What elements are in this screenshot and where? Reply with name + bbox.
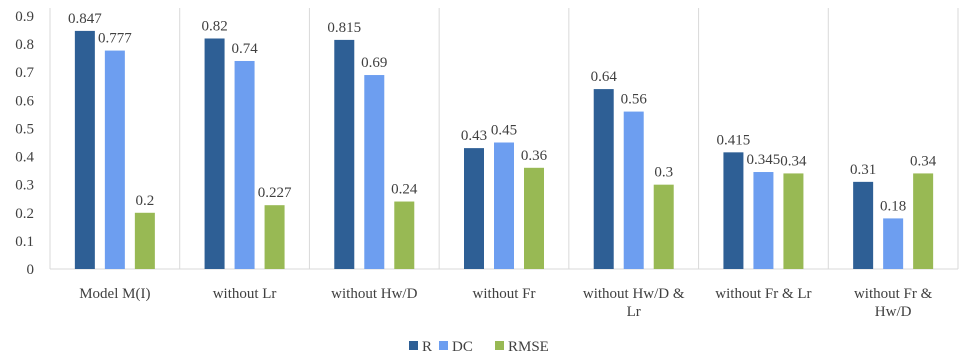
bar-r	[334, 39, 355, 270]
bar-dc	[364, 75, 385, 270]
bars	[74, 30, 934, 270]
bar-rmse	[783, 173, 804, 269]
bar-r	[74, 30, 95, 269]
category-label: without Fr & Lr	[715, 286, 811, 302]
data-label: 0.82	[201, 18, 227, 34]
category-label: without Hw/D &	[583, 286, 685, 302]
y-tick-label: 0.4	[15, 150, 34, 166]
y-tick-label: 0.1	[15, 234, 34, 250]
category-label: without Lr	[213, 286, 277, 302]
bar-r	[464, 148, 484, 269]
data-label: 0.415	[717, 132, 751, 148]
data-label: 0.31	[850, 162, 876, 178]
category-label: Hw/D	[875, 304, 912, 320]
data-label: 0.36	[521, 148, 548, 164]
bar-rmse	[264, 205, 285, 269]
bar-dc	[494, 142, 514, 269]
bar-rmse	[134, 212, 155, 269]
bar-r	[853, 181, 874, 269]
data-label: 0.777	[98, 31, 132, 47]
legend: R DC RMSE	[409, 339, 549, 355]
data-labels: 0.847 0.777 0.2 0.820.74 0.227 0.815 0.69 0.24 0…	[68, 11, 937, 215]
legend-swatch-rmse	[495, 341, 504, 350]
y-tick-label: 0.8	[15, 37, 34, 53]
y-tick-label: 0.7	[15, 65, 34, 81]
legend-swatch-r	[409, 341, 418, 350]
y-tick-label: 0.9	[15, 9, 34, 25]
data-label: 0.18	[880, 198, 906, 214]
data-label: 0.24	[391, 182, 418, 198]
legend-label-rmse: RMSE	[508, 339, 549, 355]
bar-rmse	[394, 201, 415, 269]
bar-r	[723, 152, 744, 269]
data-label: 0.45	[491, 123, 517, 139]
x-axis-categories: Model M(I) without Lr without Hw/D without …	[79, 286, 932, 320]
bar-dc	[753, 172, 774, 269]
category-label: Model M(I)	[79, 286, 150, 302]
data-label: 0.227	[258, 185, 292, 201]
data-label: 0.34	[910, 153, 937, 169]
bar-r	[593, 89, 614, 269]
data-label: 0.345	[747, 152, 781, 168]
legend-swatch-dc	[439, 341, 448, 350]
y-tick-label: 0.6	[15, 93, 34, 109]
y-axis: 0 0.1 0.2 0.3 0.4 0.5 0.6 0.7 0.8 0.9	[15, 9, 958, 278]
data-label: 0.74	[231, 41, 258, 57]
data-label: 0.56	[621, 92, 648, 108]
category-separators	[49, 8, 959, 269]
bar-rmse	[653, 184, 674, 269]
data-label: 0.2	[135, 193, 154, 209]
y-tick-label: 0.5	[15, 121, 34, 137]
y-tick-label: 0.2	[15, 206, 34, 222]
bar-dc	[623, 111, 644, 269]
category-label: Lr	[627, 304, 641, 320]
bar-dc	[883, 218, 904, 269]
data-label: 0.815	[327, 20, 361, 36]
bar-dc	[104, 50, 125, 270]
bar-rmse	[524, 167, 544, 269]
bar-r	[204, 38, 225, 269]
data-label: 0.34	[780, 153, 807, 169]
legend-label-dc: DC	[452, 339, 473, 355]
bar-dc	[234, 60, 255, 269]
data-label: 0.64	[591, 69, 618, 85]
legend-label-r: R	[422, 339, 432, 355]
category-label: without Hw/D	[331, 286, 417, 302]
data-label: 0.69	[361, 55, 387, 71]
y-tick-label: 0.3	[15, 178, 34, 194]
category-label: without Fr &	[854, 286, 933, 302]
bar-rmse	[913, 173, 934, 269]
data-label: 0.847	[68, 11, 102, 27]
category-label: without Fr	[473, 286, 536, 302]
data-label: 0.43	[461, 128, 487, 144]
data-label: 0.3	[654, 165, 673, 181]
y-tick-label: 0	[27, 262, 35, 278]
